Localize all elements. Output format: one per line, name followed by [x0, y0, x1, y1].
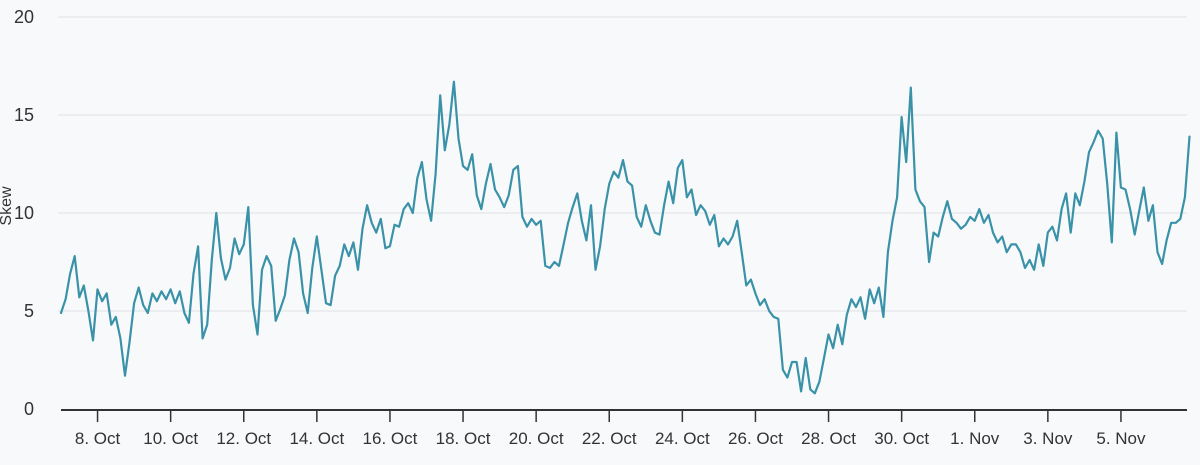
- x-tick-label: 8. Oct: [75, 429, 121, 448]
- y-tick-label: 0: [24, 399, 34, 419]
- x-tick-label: 3. Nov: [1023, 429, 1073, 448]
- y-axis-title: Skew: [0, 186, 15, 226]
- x-tick-label: 22. Oct: [582, 429, 637, 448]
- y-tick-label: 5: [24, 301, 34, 321]
- x-tick-label: 26. Oct: [728, 429, 783, 448]
- x-tick-label: 14. Oct: [289, 429, 344, 448]
- x-tick-label: 24. Oct: [655, 429, 710, 448]
- y-tick-label: 15: [14, 105, 34, 125]
- x-tick-label: 1. Nov: [950, 429, 1000, 448]
- x-tick-label: 20. Oct: [509, 429, 564, 448]
- x-tick-label: 12. Oct: [216, 429, 271, 448]
- x-tick-label: 28. Oct: [801, 429, 856, 448]
- x-tick-label: 18. Oct: [436, 429, 491, 448]
- x-tick-label: 10. Oct: [143, 429, 198, 448]
- x-tick-label: 30. Oct: [874, 429, 929, 448]
- x-tick-label: 16. Oct: [363, 429, 418, 448]
- y-tick-label: 20: [14, 7, 34, 27]
- y-tick-label: 10: [14, 203, 34, 223]
- x-tick-label: 5. Nov: [1096, 429, 1146, 448]
- series-line: [59, 80, 1191, 395]
